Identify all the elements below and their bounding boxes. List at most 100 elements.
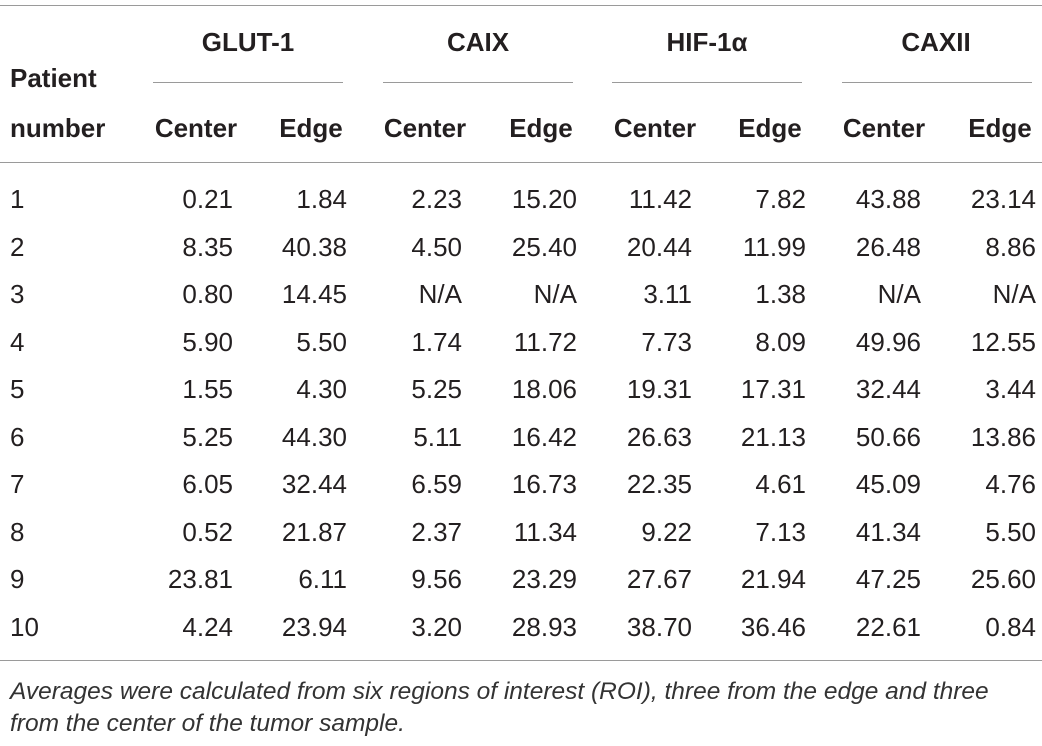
cell: 11.99 — [742, 231, 806, 262]
cell: N/A — [877, 279, 921, 309]
group-rule — [153, 82, 343, 83]
header-rule — [0, 162, 1042, 163]
cell: 28.93 — [511, 611, 577, 642]
cell: 5.25 — [411, 374, 462, 404]
cell: 32.44 — [855, 374, 921, 404]
cell: 41.34 — [855, 516, 921, 547]
cell: 7.73 — [641, 326, 692, 357]
cell: 3.20 — [411, 611, 462, 642]
cell: 36.46 — [740, 611, 806, 642]
cell: 40.38 — [281, 231, 347, 262]
cell: 23.81 — [167, 564, 233, 594]
group-rule — [382, 82, 573, 83]
cell: 6.11 — [298, 564, 347, 594]
cell: 11.72 — [513, 326, 577, 357]
row-label: 10 — [10, 611, 39, 642]
cell: 22.35 — [626, 469, 692, 499]
cell: 6.05 — [182, 469, 233, 499]
row-header: Patient number — [10, 63, 106, 143]
row-label: 5 — [10, 374, 25, 404]
row-label: 2 — [10, 231, 25, 262]
cell: 2.37 — [411, 516, 462, 547]
cell: 23.14 — [970, 184, 1036, 214]
row-label: 1 — [10, 184, 25, 214]
cell: 15.20 — [511, 184, 577, 214]
column-header: Edge — [738, 113, 802, 143]
cell: 26.63 — [626, 421, 692, 452]
cell: 25.40 — [511, 231, 577, 262]
cell: 6.59 — [411, 469, 462, 499]
column-header: Edge — [279, 113, 343, 143]
cell: 47.25 — [855, 564, 921, 594]
cell: 21.13 — [740, 421, 806, 452]
group-rule — [612, 82, 802, 83]
row-label: 9 — [10, 564, 25, 594]
cell: 26.48 — [855, 231, 921, 262]
group-header: CAIX — [446, 27, 510, 57]
cell: 20.44 — [626, 231, 692, 262]
cell: 18.06 — [511, 374, 577, 404]
cell: 17.31 — [740, 374, 806, 404]
column-header: Center — [842, 113, 926, 143]
cell: 8.09 — [755, 326, 806, 357]
group-header: CAXII — [901, 27, 971, 57]
cell: 5.50 — [296, 326, 347, 357]
cell: 4.30 — [296, 374, 347, 404]
cell: 16.42 — [511, 421, 577, 452]
cell: 5.25 — [182, 421, 233, 452]
cell: 14.45 — [281, 279, 347, 309]
cell: 9.22 — [641, 516, 692, 547]
row-label: 8 — [10, 516, 25, 547]
cell: 49.96 — [855, 326, 921, 357]
cell: 5.50 — [985, 516, 1036, 547]
column-header: Center — [383, 113, 467, 143]
cell: 44.30 — [281, 421, 347, 452]
cell: 1.84 — [296, 184, 347, 214]
cell: 0.84 — [985, 611, 1036, 642]
column-header: Center — [154, 113, 238, 143]
cell: N/A — [418, 279, 462, 309]
cell: N/A — [533, 279, 577, 309]
cell: 45.09 — [855, 469, 921, 499]
cell: 8.86 — [985, 231, 1036, 262]
footnote: Averages were calculated from six region… — [10, 678, 989, 737]
cell: 25.60 — [970, 564, 1036, 594]
cell: 3.11 — [643, 279, 692, 309]
cell: 0.52 — [182, 516, 233, 547]
cell: 1.55 — [182, 374, 233, 404]
cell: 23.94 — [281, 611, 347, 642]
column-header: Edge — [509, 113, 573, 143]
row-label: 6 — [10, 421, 25, 452]
cell: 16.73 — [511, 469, 577, 499]
row-label: 3 — [10, 279, 25, 309]
cell: 5.90 — [182, 326, 233, 357]
cell: 13.86 — [970, 421, 1036, 452]
cell: 1.38 — [755, 279, 806, 309]
cell: 11.34 — [513, 516, 577, 547]
cell: 12.55 — [970, 326, 1036, 357]
cell: 21.94 — [740, 564, 806, 594]
cell: 4.24 — [182, 611, 233, 642]
cell: 8.35 — [182, 231, 233, 262]
cell: 9.56 — [411, 564, 462, 594]
cell: 23.29 — [511, 564, 577, 594]
cell: 0.80 — [182, 279, 233, 309]
cell: 38.70 — [626, 611, 692, 642]
cell: 5.11 — [413, 421, 462, 452]
cell: 11.42 — [628, 184, 692, 214]
cell: 4.61 — [755, 469, 806, 499]
cell: 4.76 — [985, 469, 1036, 499]
group-header: GLUT-1 — [201, 27, 295, 57]
row-label: 4 — [10, 326, 25, 357]
bottom-rule — [0, 660, 1042, 661]
group-header: HIF-1α — [666, 27, 748, 57]
cell: 0.21 — [182, 184, 233, 214]
cell: 21.87 — [281, 516, 347, 547]
cell: 2.23 — [411, 184, 462, 214]
cell: 1.74 — [411, 326, 462, 357]
group-rule — [841, 82, 1032, 83]
cell: 32.44 — [281, 469, 347, 499]
cell: 4.50 — [411, 231, 462, 262]
column-header: Center — [613, 113, 697, 143]
